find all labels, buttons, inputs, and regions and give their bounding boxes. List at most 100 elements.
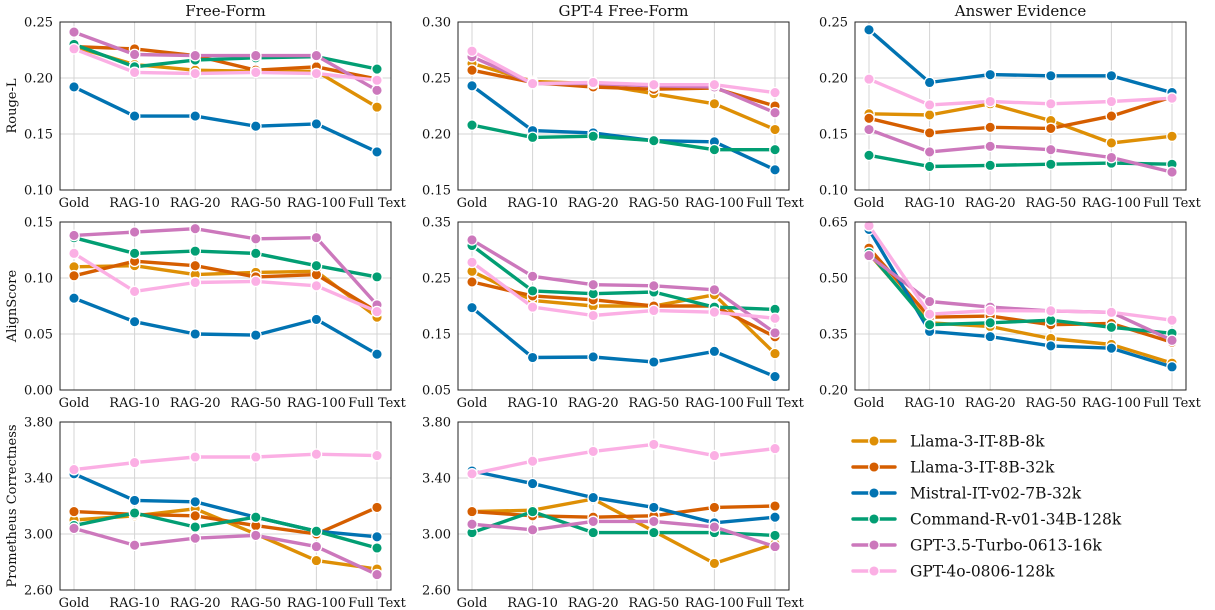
- data-point: [466, 256, 478, 269]
- data-point: [708, 283, 721, 296]
- data-point: [310, 540, 323, 553]
- series-GPT-4o-0806-128k: [68, 448, 383, 476]
- data-point: [769, 529, 781, 542]
- series-line: [470, 469, 777, 525]
- plot-frame: [59, 21, 392, 191]
- data-point: [68, 292, 80, 305]
- x-tick-label: Full Text: [746, 196, 805, 211]
- data-point: [863, 123, 875, 136]
- series-line: [72, 47, 379, 82]
- data-point: [647, 515, 660, 528]
- data-point: [1166, 130, 1178, 143]
- x-tick-label: RAG-20: [170, 596, 221, 610]
- data-point: [310, 259, 323, 272]
- data-point: [310, 231, 323, 244]
- legend-label: GPT-3.5-Turbo-0613-16k: [910, 537, 1102, 555]
- series-Llama-3-IT-8B-8k: [863, 97, 1178, 149]
- data-point: [128, 285, 141, 298]
- legend-item: Llama-3-IT-8B-32k: [851, 459, 1055, 477]
- series-line: [470, 84, 777, 172]
- data-point: [68, 247, 80, 260]
- data-point: [189, 495, 202, 508]
- x-tick-label: Full Text: [348, 396, 407, 411]
- data-point: [310, 118, 323, 130]
- y-tick-label: 0.25: [24, 16, 53, 31]
- data-point: [249, 232, 262, 245]
- data-point: [189, 67, 202, 80]
- data-point: [587, 76, 600, 89]
- plot-frame: [854, 21, 1187, 191]
- x-tick-label: RAG-100: [1082, 196, 1141, 211]
- data-point: [1044, 122, 1057, 135]
- series-GPT-4o-0806-128k: [466, 438, 781, 480]
- data-point: [923, 160, 936, 173]
- data-point: [249, 529, 262, 542]
- x-tick-label: RAG-100: [1082, 396, 1141, 411]
- series-Command-R-v01-34B-128k: [68, 507, 383, 554]
- data-point: [1166, 92, 1178, 105]
- series-line: [470, 269, 777, 356]
- series-line: [470, 519, 777, 549]
- data-point: [1166, 314, 1178, 327]
- series-GPT-4o-0806-128k: [863, 219, 1178, 327]
- series-GPT-3.5-Turbo-0613-16k: [466, 515, 781, 553]
- series-line: [470, 442, 777, 476]
- x-tick-label: RAG-100: [685, 596, 744, 610]
- data-point: [769, 86, 781, 99]
- data-point: [587, 351, 600, 363]
- data-point: [923, 76, 936, 89]
- data-point: [371, 542, 383, 554]
- data-point: [371, 101, 383, 113]
- y-tick-label: 3.00: [422, 528, 451, 543]
- data-point: [466, 119, 478, 131]
- data-point: [371, 305, 383, 318]
- data-point: [647, 501, 660, 514]
- data-point: [647, 78, 660, 91]
- series-Command-R-v01-34B-128k: [466, 119, 781, 156]
- x-tick-label: Full Text: [348, 196, 407, 211]
- data-point: [1105, 110, 1118, 122]
- x-tick-label: RAG-20: [568, 396, 619, 411]
- data-point: [68, 269, 80, 282]
- plot-frame: [457, 21, 790, 191]
- y-tick-label: 0.25: [422, 272, 451, 287]
- data-point: [189, 259, 202, 272]
- series-line: [470, 260, 777, 320]
- series-line: [72, 296, 379, 356]
- data-point: [128, 315, 141, 328]
- data-point: [526, 477, 539, 490]
- data-point: [769, 540, 781, 553]
- legend-label: Llama-3-IT-8B-32k: [910, 459, 1055, 477]
- series-line: [867, 95, 1174, 135]
- y-tick-label: 0.10: [819, 184, 848, 199]
- y-tick-label: 0.15: [422, 328, 451, 343]
- x-tick-label: RAG-20: [568, 596, 619, 610]
- data-point: [189, 222, 202, 235]
- x-tick-label: RAG-20: [170, 396, 221, 411]
- y-tick-label: 0.15: [24, 216, 53, 231]
- plot-frame: [59, 221, 392, 391]
- y-tick-label: 0.20: [24, 72, 53, 87]
- data-point: [249, 49, 262, 62]
- data-point: [587, 526, 600, 539]
- data-point: [249, 247, 262, 260]
- data-point: [68, 43, 80, 55]
- data-point: [189, 509, 202, 522]
- x-tick-label: RAG-20: [965, 396, 1016, 411]
- data-point: [466, 276, 478, 288]
- series-Mistral-IT-v02-7B-32k: [863, 23, 1178, 99]
- plot-frame: [457, 221, 790, 391]
- series-Mistral-IT-v02-7B-32k: [68, 467, 383, 543]
- data-point: [310, 313, 323, 326]
- data-point: [371, 348, 383, 361]
- data-point: [249, 511, 262, 524]
- series-line: [72, 226, 379, 307]
- legend-item: Mistral-IT-v02-7B-32k: [851, 485, 1082, 503]
- data-point: [128, 110, 141, 122]
- panel-title: Free-Form: [185, 2, 265, 20]
- data-point: [587, 278, 600, 291]
- series-GPT-4o-0806-128k: [466, 45, 781, 99]
- series-Command-R-v01-34B-128k: [466, 505, 781, 542]
- data-point: [310, 49, 323, 62]
- y-tick-label: 0.20: [819, 384, 848, 399]
